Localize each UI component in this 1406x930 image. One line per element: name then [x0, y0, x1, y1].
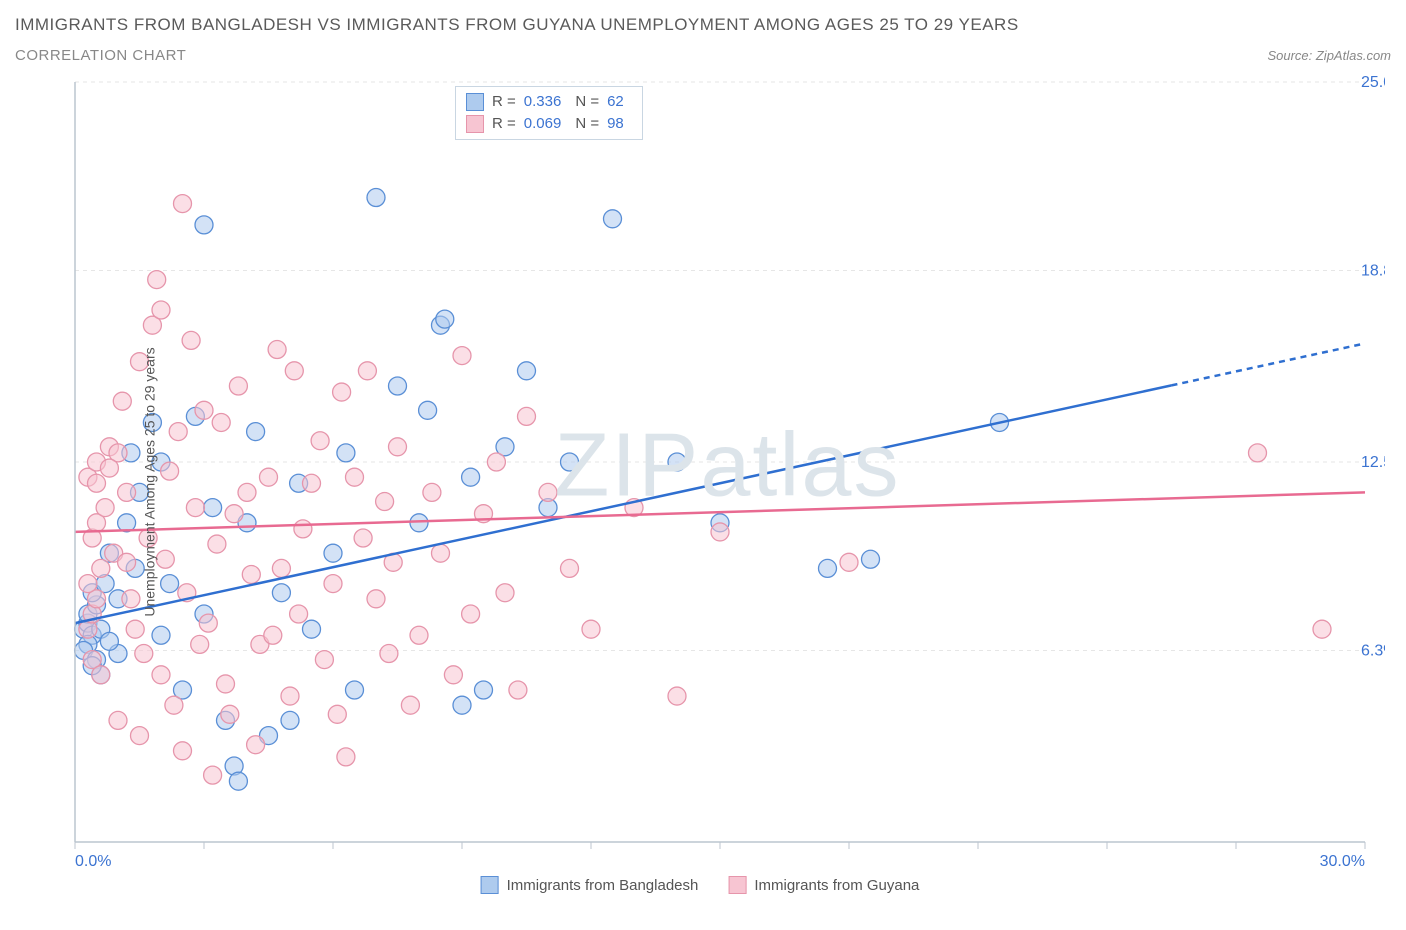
stats-n-value-guyana: 98: [607, 113, 624, 135]
legend-swatch-bangladesh: [481, 876, 499, 894]
svg-text:12.5%: 12.5%: [1361, 454, 1385, 471]
stats-legend-box: R = 0.336 N = 62 R = 0.069 N = 98: [455, 86, 643, 140]
svg-text:18.8%: 18.8%: [1361, 262, 1385, 279]
chart-subtitle: CORRELATION CHART: [15, 47, 186, 64]
subtitle-row: CORRELATION CHART Source: ZipAtlas.com: [15, 47, 1391, 64]
page-title: IMMIGRANTS FROM BANGLADESH VS IMMIGRANTS…: [15, 15, 1391, 35]
source-label: Source: ZipAtlas.com: [1267, 48, 1391, 63]
legend-item-bangladesh: Immigrants from Bangladesh: [481, 876, 699, 894]
legend-swatch-guyana: [728, 876, 746, 894]
stats-r-label: R =: [492, 113, 516, 135]
scatter-chart: 6.3% 12.5% 18.8% 25.0% 0.0% 30.0%: [15, 72, 1385, 892]
stats-row-bangladesh: R = 0.336 N = 62: [466, 91, 632, 113]
stats-n-label: N =: [575, 113, 599, 135]
bottom-legend: Immigrants from Bangladesh Immigrants fr…: [481, 876, 920, 894]
stats-row-guyana: R = 0.069 N = 98: [466, 113, 632, 135]
svg-text:30.0%: 30.0%: [1320, 853, 1365, 870]
svg-text:6.3%: 6.3%: [1361, 642, 1385, 659]
legend-label-bangladesh: Immigrants from Bangladesh: [507, 877, 699, 894]
stats-r-value-bangladesh: 0.336: [524, 91, 562, 113]
stats-swatch-bangladesh: [466, 93, 484, 111]
chart-container: Unemployment Among Ages 25 to 29 years Z…: [15, 72, 1385, 892]
svg-text:25.0%: 25.0%: [1361, 74, 1385, 91]
legend-label-guyana: Immigrants from Guyana: [754, 877, 919, 894]
svg-text:0.0%: 0.0%: [75, 853, 111, 870]
stats-n-value-bangladesh: 62: [607, 91, 624, 113]
stats-r-label: R =: [492, 91, 516, 113]
y-axis-label: Unemployment Among Ages 25 to 29 years: [142, 347, 158, 616]
legend-item-guyana: Immigrants from Guyana: [728, 876, 919, 894]
stats-swatch-guyana: [466, 115, 484, 133]
stats-r-value-guyana: 0.069: [524, 113, 562, 135]
stats-n-label: N =: [575, 91, 599, 113]
